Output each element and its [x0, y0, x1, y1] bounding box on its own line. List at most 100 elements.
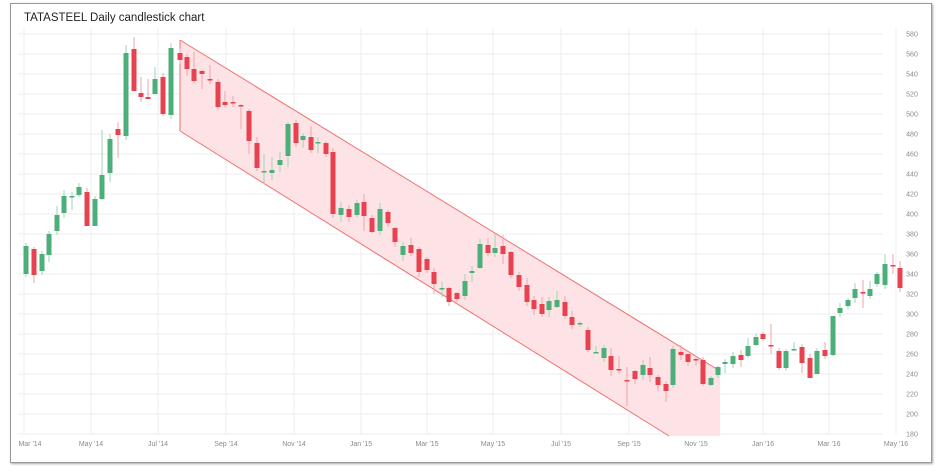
candle-body [722, 362, 728, 364]
y-tick-label: 540 [906, 72, 918, 79]
candle-body [207, 79, 213, 81]
candle-body [424, 259, 430, 270]
candle-body [685, 354, 691, 362]
candle-body [860, 292, 866, 294]
candle-body [46, 234, 52, 255]
candle-down [500, 235, 506, 264]
candle-down [738, 350, 744, 367]
candle-down [663, 381, 669, 402]
candle-body [400, 246, 406, 255]
candle-up [462, 274, 468, 300]
candle-down [330, 148, 336, 218]
candle-body [354, 203, 360, 215]
candle-up [745, 338, 751, 358]
candle-up [23, 243, 29, 277]
candle-up [123, 45, 129, 140]
y-tick-label: 580 [906, 32, 918, 39]
chart-title: TATASTEEL Daily candlestick chart [24, 12, 205, 24]
candle-body [99, 175, 105, 199]
x-tick-label: Sep '15 [617, 441, 641, 448]
candle-down [424, 257, 430, 273]
candle-down [585, 327, 591, 352]
candle-down [222, 91, 228, 108]
candle-body [585, 330, 591, 350]
x-tick-label: Mar '15 [415, 441, 438, 448]
candle-body [730, 356, 736, 364]
candle-body [61, 196, 67, 213]
candle-body [246, 111, 252, 141]
candle-down [191, 52, 197, 83]
candle-up [168, 43, 174, 119]
candle-down [616, 356, 622, 374]
candle-body [84, 192, 90, 226]
candle-body [330, 152, 336, 214]
candle-down [807, 354, 813, 378]
candle-body [338, 208, 344, 215]
candle-up [791, 342, 797, 351]
candle-body [315, 142, 321, 144]
candle-down [238, 104, 244, 129]
y-axis: 580 560 540 520 500 480 460 440 420 400 380 360 340 3… [906, 32, 918, 439]
candle-down [138, 77, 144, 102]
y-tick-label: 480 [906, 132, 918, 139]
candle-body [867, 289, 873, 296]
channel-upper-line [179, 39, 721, 372]
x-axis: Mar '14 May '14 Jul '14 Sep '14 Nov '14 Jan '… [18, 441, 908, 448]
y-tick-label: 320 [906, 292, 918, 299]
candle-body [693, 359, 699, 361]
candle-body [446, 288, 452, 302]
candle-down [624, 367, 630, 406]
candle-body [874, 274, 880, 284]
candle-down [562, 296, 568, 319]
candle-body [531, 300, 537, 309]
candle-body [222, 102, 228, 105]
candle-down [230, 96, 236, 107]
y-tick-label: 200 [906, 412, 918, 419]
candle-body [753, 337, 759, 345]
candle-down [685, 354, 691, 366]
candle-body [569, 317, 575, 325]
candle-body [230, 102, 236, 104]
candle-down [608, 348, 614, 376]
candle-body [524, 285, 530, 302]
descending-channel [179, 39, 721, 437]
candle-body [31, 249, 37, 275]
x-tick-label: Jul '14 [148, 441, 168, 448]
candle-body [168, 48, 174, 115]
candle-up [830, 316, 836, 356]
candle-body [485, 245, 491, 253]
y-tick-label: 440 [906, 172, 918, 179]
candle-down [693, 356, 699, 366]
candle-down [860, 280, 866, 308]
candle-body [852, 289, 858, 298]
y-tick-label: 520 [906, 92, 918, 99]
candle-up [814, 348, 820, 374]
candle-up [152, 67, 158, 94]
candle-up [377, 203, 383, 235]
candle-body [469, 271, 475, 273]
candle-up [439, 282, 445, 297]
candle-down [700, 357, 706, 386]
candle-body [516, 275, 522, 287]
candle-body [799, 347, 805, 363]
candle-body [308, 137, 314, 150]
candle-body [300, 136, 306, 140]
candle-up [400, 242, 406, 261]
candle-down [145, 79, 151, 99]
candle-up [783, 349, 789, 371]
candle-body [54, 215, 60, 231]
candle-body [385, 212, 391, 223]
candle-body [715, 367, 721, 375]
candle-up [338, 202, 344, 222]
candle-body [837, 308, 843, 313]
candle-body [238, 105, 244, 107]
candle-body [890, 265, 896, 267]
candle-down [215, 79, 221, 109]
candle-body [700, 360, 706, 384]
candle-down [508, 251, 514, 278]
candle-down [678, 345, 684, 360]
candle-down [246, 109, 252, 154]
candle-up [722, 359, 728, 373]
candle-down [323, 141, 329, 157]
candle-body [554, 300, 560, 307]
